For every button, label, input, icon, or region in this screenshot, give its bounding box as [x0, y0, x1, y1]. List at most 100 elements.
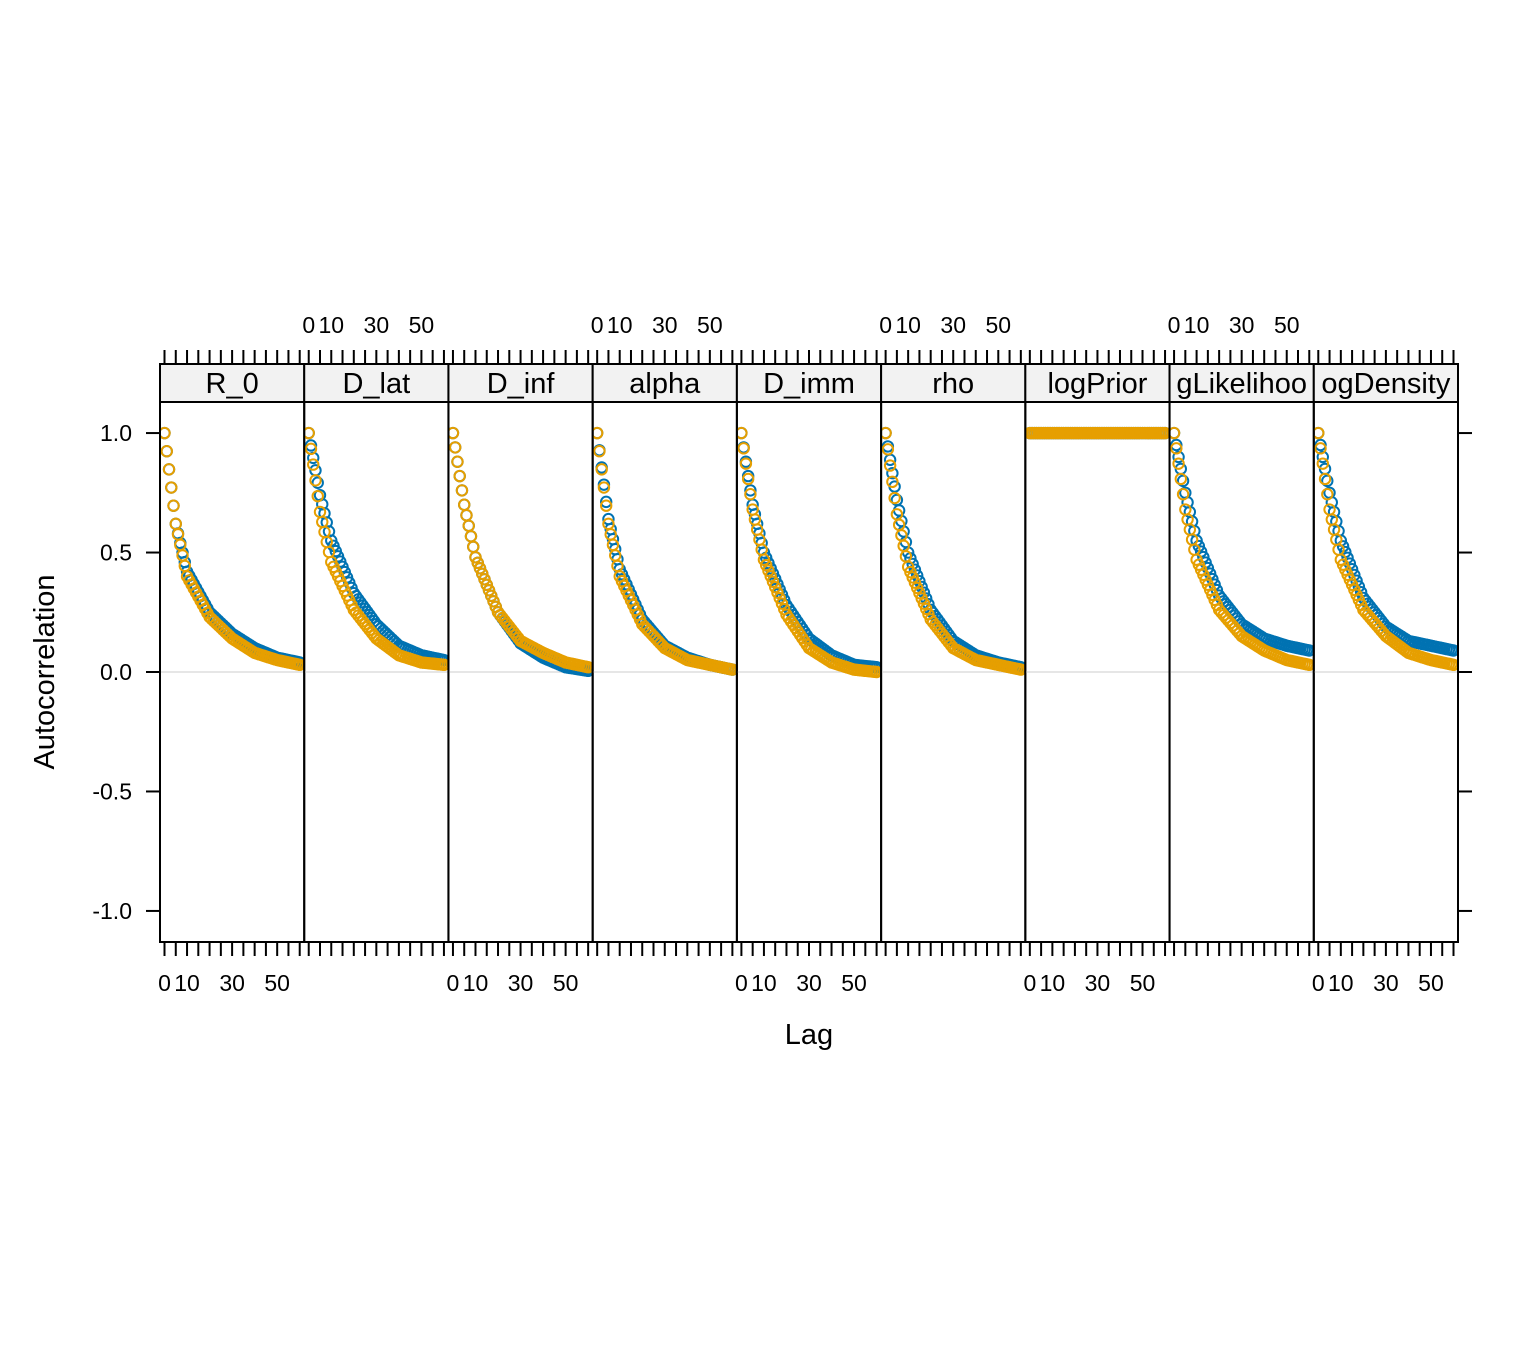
acf-point — [757, 553, 771, 566]
strip-background — [1025, 364, 1170, 402]
y-tick-label: -1.0 — [92, 898, 132, 924]
strip-label-alpha: alpha — [629, 368, 701, 400]
strip-label-logPrior: logPrior — [1047, 368, 1147, 400]
acf-point — [759, 558, 773, 572]
acf-point — [165, 481, 178, 494]
x-tick-label: 30 — [508, 970, 534, 996]
panel-logDensity: ogDensity 0 10 30 50 — [1312, 350, 1460, 996]
strip-background — [1313, 364, 1458, 402]
acf-point — [1169, 426, 1181, 440]
acf-point — [1172, 450, 1185, 464]
acf-point — [487, 595, 500, 608]
acf-point — [753, 533, 766, 546]
x-tick-label: 0 — [158, 970, 171, 996]
acf-point — [453, 469, 466, 483]
acf-point — [1176, 474, 1190, 488]
panel-points — [160, 426, 305, 672]
panel-rho: rho 0 10 30 50 — [879, 312, 1027, 956]
panel-points — [736, 426, 882, 679]
x-tick-label: 10 — [607, 312, 633, 338]
strip-background — [304, 364, 449, 402]
y-axis-title: Autocorrelation — [29, 574, 61, 769]
x-tick-label: 10 — [318, 312, 344, 338]
acf-point — [455, 484, 469, 497]
acf-point — [775, 597, 789, 610]
x-tick-label: 0 — [447, 970, 460, 996]
acf-point — [311, 476, 324, 489]
acf-point — [304, 442, 318, 456]
acf-point — [458, 498, 471, 511]
acf-point — [162, 463, 176, 476]
acf-point — [744, 488, 757, 501]
x-tick-label: 0 — [1312, 970, 1325, 996]
acf-point — [766, 575, 780, 588]
strip-background — [160, 364, 305, 402]
acf-point — [448, 426, 460, 440]
acf-point — [304, 426, 315, 440]
panel-points — [1169, 426, 1314, 672]
acf-point — [473, 562, 487, 575]
acf-point — [451, 455, 464, 468]
acf-point — [307, 458, 320, 471]
acf-point — [768, 580, 782, 594]
acf-point — [1176, 488, 1190, 501]
acf-point — [309, 474, 322, 487]
acf-point — [169, 517, 182, 531]
strip-background — [736, 364, 882, 402]
acf-point — [1447, 644, 1459, 657]
acf-point — [160, 426, 171, 440]
x-tick-label: 30 — [1229, 312, 1255, 338]
strip-background — [592, 364, 737, 402]
acf-point — [611, 559, 624, 573]
acf-point — [581, 661, 593, 674]
acf-point — [599, 499, 613, 512]
x-tick-label: 10 — [1040, 970, 1066, 996]
acf-point — [771, 586, 784, 599]
strip-label-logDensity: ogDensity — [1321, 368, 1450, 400]
x-tick-label: 10 — [1328, 970, 1354, 996]
panel-D_imm: D_imm 0 10 30 50 — [735, 350, 883, 996]
panel-points — [304, 426, 449, 672]
acf-point — [741, 472, 755, 486]
acf-point — [1174, 472, 1188, 486]
acf-point — [469, 551, 482, 564]
acf-point — [1316, 450, 1329, 464]
acf-point — [736, 426, 748, 440]
y-tick-label: 1.0 — [100, 420, 132, 446]
acf-point — [1303, 658, 1314, 672]
x-tick-label: 0 — [1168, 312, 1181, 338]
acf-point — [599, 495, 613, 509]
acf-point — [593, 445, 606, 458]
strip-background — [881, 364, 1026, 402]
acf-point — [476, 567, 489, 580]
panel-D_lat: D_lat 0 10 30 50 — [302, 312, 450, 956]
y-tick-label: 0.5 — [100, 540, 132, 566]
strip-label-rho: rho — [932, 368, 974, 400]
acf-point — [1316, 457, 1329, 470]
acf-point — [886, 475, 899, 489]
acf-point — [739, 457, 753, 470]
x-tick-label: 10 — [751, 970, 777, 996]
x-tick-label: 50 — [697, 312, 723, 338]
acf-point — [881, 443, 895, 456]
x-tick-label: 10 — [1184, 312, 1210, 338]
acf-point — [311, 489, 324, 503]
acf-point — [764, 569, 777, 583]
acf-point — [462, 519, 475, 532]
acf-point — [1014, 663, 1026, 676]
x-tick-label: 0 — [735, 970, 748, 996]
x-tick-label: 50 — [1418, 970, 1444, 996]
acf-point — [449, 441, 462, 454]
acf-point — [755, 543, 768, 556]
panel-logLikelihood: gLikelihoo 0 10 30 50 — [1168, 312, 1315, 956]
x-tick-label: 0 — [591, 312, 604, 338]
acf-point — [595, 463, 608, 476]
panel-points — [592, 426, 737, 676]
x-tick-label: 50 — [264, 970, 290, 996]
y-tick-label: 0.0 — [100, 659, 132, 685]
acf-point — [1314, 442, 1327, 455]
acf-point — [726, 663, 737, 676]
acf-point — [888, 491, 901, 505]
